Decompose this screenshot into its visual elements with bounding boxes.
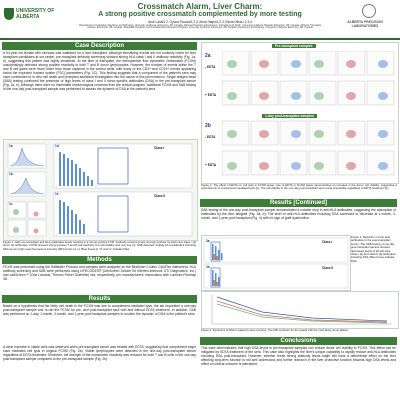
logo-left: UNIVERSITY OF ALBERTA (16, 8, 55, 20)
flow-plot (308, 80, 337, 106)
panel-label: 1c (9, 202, 13, 206)
sab-panel (53, 191, 193, 237)
dsa-box (97, 195, 129, 233)
panel-label: 3a (206, 239, 210, 243)
cell-population (314, 130, 324, 138)
section-heading: Case Description (2, 42, 197, 50)
panel-title: Class I (322, 240, 333, 244)
figure-3: 3a 3b Class I Class II (201, 235, 351, 291)
cell-population (259, 92, 269, 100)
cell-population (227, 130, 237, 138)
figure-caption: Figure 1. High pre-transplant anti-HLA a… (3, 240, 196, 251)
figure-1-graphic (7, 143, 193, 237)
sab-bars (59, 152, 93, 234)
sab-panel (53, 143, 193, 189)
logo-right: ALBERTA PRECISION LABORATORIES (347, 20, 383, 28)
cell-population (291, 162, 301, 170)
cell-population (291, 60, 301, 68)
cell-population (346, 130, 356, 138)
section-heading: Methods (2, 256, 197, 264)
title-line2: A strong positive crossmatch complemente… (98, 11, 302, 18)
row-label: + EDTA (205, 163, 217, 167)
figure-3-graphic (203, 237, 349, 289)
section-heading: Results [Continued] (200, 199, 397, 207)
discussion-text: A clear increase in viable cells was obs… (3, 345, 196, 361)
logo-mark (362, 4, 376, 18)
panel-label: 2a (205, 53, 211, 59)
cell-population (378, 162, 388, 170)
panel-label: 1d (55, 144, 59, 148)
cell-population (314, 162, 324, 170)
cell-population (346, 92, 356, 100)
group-title: 1-day post-transplant samples (262, 114, 317, 118)
flow-plot (308, 150, 337, 176)
panel-label: 2b (205, 123, 211, 129)
cell-population (346, 162, 356, 170)
cell-population (227, 92, 237, 100)
title-line1: Crossmatch Alarm, Liver Charm: (137, 2, 263, 11)
cell-population (227, 162, 237, 170)
figure-caption: Figure 4. Dynamics of DSA in patient's s… (201, 328, 349, 332)
panel-label: 3b (206, 265, 210, 269)
cell-population (259, 162, 269, 170)
panel-title: Class I (154, 146, 165, 150)
row-label: - EDTA (205, 65, 216, 69)
flow-panels (222, 51, 395, 176)
group-title: Pre-transplant samples (272, 44, 316, 48)
cell-population (227, 60, 237, 68)
figure-1: 1a 1b 1c 1d 1e Class I Class II (3, 139, 198, 241)
discussion-text: Based on a hypothesis that the likely ce… (3, 304, 196, 316)
cell-population (259, 60, 269, 68)
row-label: + EDTA (205, 93, 217, 97)
methods-text: FCXM was performed using the Halifaster … (3, 265, 196, 281)
cell-population (314, 60, 324, 68)
panel-label: 1e (55, 192, 59, 196)
figure-caption: Figure 2. The effect of EDTA on cell lys… (201, 183, 397, 191)
figure-caption: Figure 3. Reduction of anti-HLA antibodi… (351, 235, 396, 263)
section-heading: Results (2, 295, 197, 303)
dsa-box (97, 147, 129, 185)
cell-population (291, 92, 301, 100)
cell-population (314, 92, 324, 100)
flow-plot (222, 80, 250, 106)
section-heading: Conclusions (200, 337, 397, 345)
cell-population (378, 60, 388, 68)
figure-4-graphic (211, 295, 392, 325)
figure-2: Pre-transplant samples 1-day post-transp… (201, 42, 399, 184)
cell-population (259, 130, 269, 138)
panel-title: Class II (154, 194, 166, 198)
cell-population (291, 130, 301, 138)
authors: Amir Lavaf1,2, Oyuna Tsoozai1,2,3, Anna … (148, 20, 252, 24)
results-text: SAB testing of the one-day post-transpla… (201, 208, 396, 220)
logo-crest (4, 8, 14, 20)
panel-title: Class II (322, 266, 334, 270)
histogram-shape (9, 147, 45, 167)
flow-grid (222, 51, 395, 176)
row-label: - EDTA (205, 135, 216, 139)
figure-4 (201, 291, 399, 329)
conclusions-text: This case demonstrates that high DSA lev… (201, 346, 396, 366)
cell-population (346, 60, 356, 68)
histogram-shape (9, 177, 45, 195)
header: UNIVERSITY OF ALBERTA Crossmatch Alarm, … (0, 0, 400, 40)
cell-population (378, 130, 388, 138)
panel-label: 1a (9, 144, 13, 148)
case-text: A 54-year-old female with cirrhosis was … (3, 51, 196, 91)
flow-plots (7, 201, 47, 237)
cell-population (378, 92, 388, 100)
affiliations: 1Department of Laboratory Medicine and P… (78, 23, 322, 30)
panel-label: 1b (9, 172, 13, 176)
flow-plot (222, 150, 250, 176)
